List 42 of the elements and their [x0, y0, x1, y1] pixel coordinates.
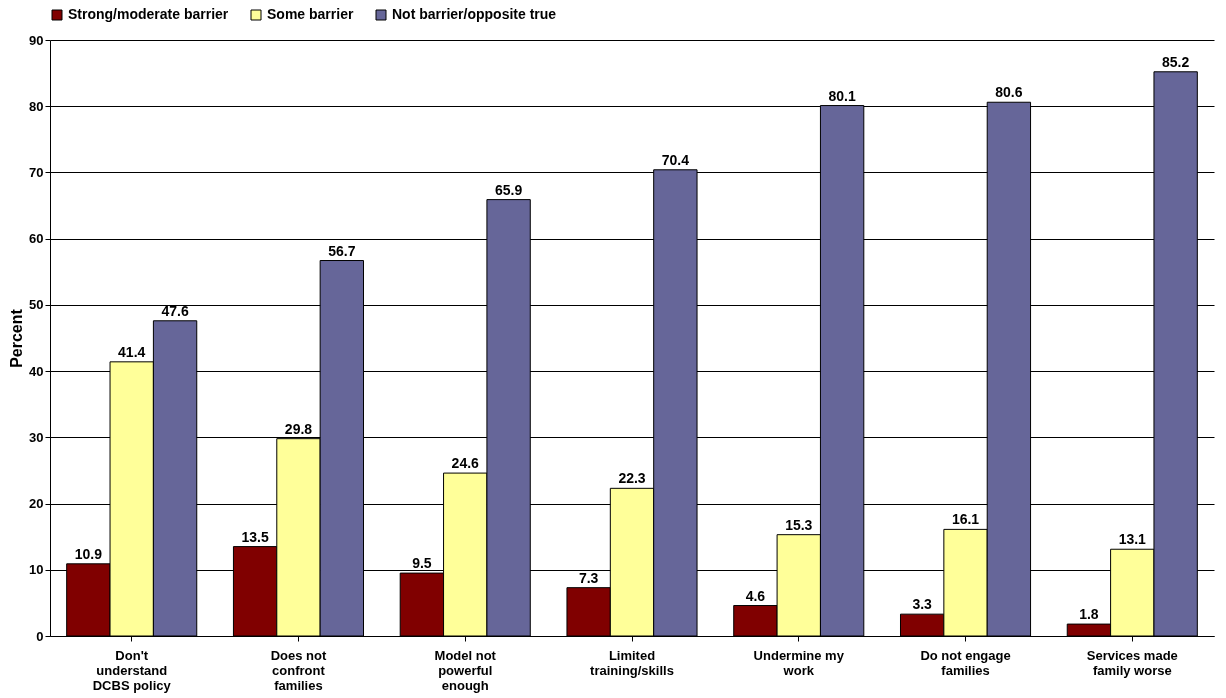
data-label: 15.3 — [785, 516, 813, 533]
data-label: 9.5 — [412, 555, 432, 572]
x-tick-label: Do not engage families — [920, 647, 1011, 678]
data-label: 24.6 — [451, 455, 480, 472]
y-axis-title: Percent — [8, 308, 26, 368]
data-label: 13.5 — [241, 528, 269, 545]
data-label: 1.8 — [1079, 606, 1099, 623]
data-label: 22.3 — [618, 470, 646, 487]
data-label: 85.2 — [1162, 53, 1190, 70]
y-tick-label: 60 — [29, 231, 44, 247]
data-label: 47.6 — [161, 302, 189, 319]
data-label: 80.1 — [828, 87, 856, 104]
y-tick-label: 20 — [29, 496, 44, 512]
data-label: 56.7 — [328, 242, 356, 259]
y-tick-label: 0 — [36, 628, 44, 644]
x-tick-label: Does not confront families — [270, 647, 327, 693]
data-label: 65.9 — [494, 181, 523, 198]
y-tick-label: 50 — [29, 297, 44, 313]
data-label: 29.8 — [284, 420, 313, 437]
data-label: 7.3 — [578, 569, 599, 586]
data-label: 3.3 — [912, 596, 933, 613]
y-tick-label: 80 — [29, 98, 44, 114]
y-tick-label: 30 — [29, 429, 44, 445]
data-label: 4.6 — [745, 587, 766, 604]
y-tick-label: 70 — [29, 164, 44, 180]
y-tick-label: 90 — [29, 32, 44, 48]
y-tick-label: 40 — [29, 363, 44, 379]
data-label: 70.4 — [661, 151, 690, 168]
x-tick-label: Services made family worse — [1086, 647, 1178, 678]
data-label: 41.4 — [118, 343, 146, 360]
x-tick-label: Model not powerful enough — [434, 647, 497, 693]
legend-label: Not barrier/opposite true — [392, 6, 557, 22]
x-tick-label: Undermine my work — [753, 647, 845, 678]
data-label: 10.9 — [74, 545, 103, 562]
x-tick-label: Limited training/skills — [590, 647, 674, 678]
legend-label: Some barrier — [267, 6, 354, 22]
y-tick-label: 10 — [29, 562, 44, 578]
x-tick-label: Don't understand DCBS policy — [92, 647, 172, 693]
legend-label: Strong/moderate barrier — [68, 6, 229, 22]
data-label: 13.1 — [1118, 531, 1147, 548]
data-label: 80.6 — [995, 84, 1023, 101]
data-label: 16.1 — [951, 511, 980, 528]
